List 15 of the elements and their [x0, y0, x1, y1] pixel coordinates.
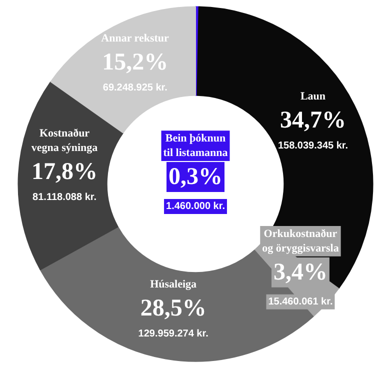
slice-label: Laun — [300, 90, 326, 103]
text: 1.460.000 kr. — [166, 201, 226, 212]
slice-label: Kostnaður vegna sýninga — [31, 127, 98, 154]
slice-label: Húsaleiga — [150, 278, 198, 290]
slice-label: Orkukostnaður og öryggisvarsla — [262, 228, 340, 254]
text: 158.039.345 kr. — [278, 140, 348, 152]
slice-label: Bein þóknun til listamanna — [163, 132, 228, 159]
text: 129.959.274 kr. — [138, 328, 209, 340]
data-label: 17,8% — [32, 158, 98, 185]
data-label: 0,3% — [168, 164, 222, 190]
data-label: 28,5% — [140, 295, 206, 322]
text: 81.118.088 kr. — [32, 192, 97, 203]
data-label: 3,4% — [273, 259, 328, 286]
text: 15.460.061 kr. — [268, 296, 333, 308]
data-label: 34,7% — [280, 108, 346, 134]
